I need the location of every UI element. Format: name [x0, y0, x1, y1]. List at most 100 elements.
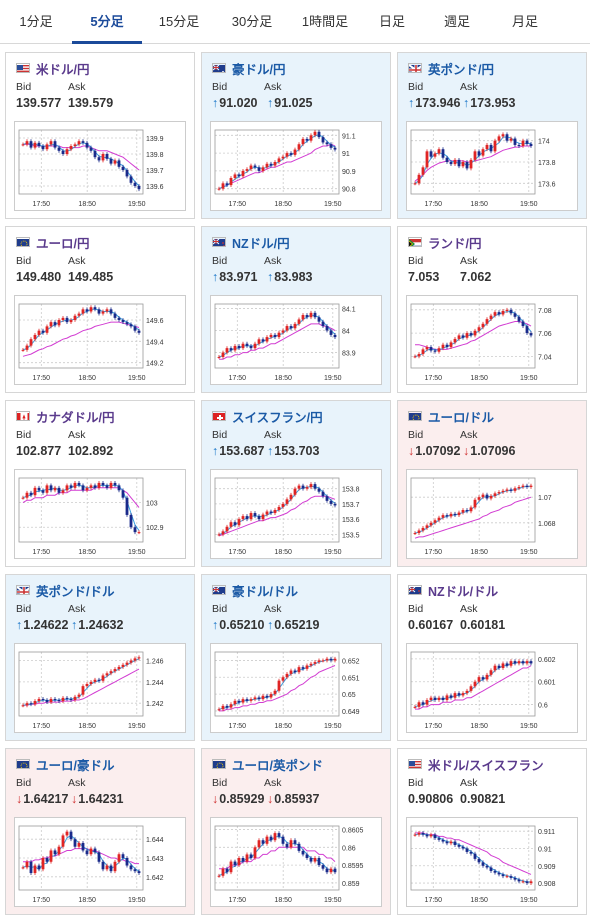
candle-body: [229, 348, 233, 351]
pair-name[interactable]: スイスフラン/円: [232, 410, 323, 425]
candle-body: [493, 312, 497, 316]
pair-title-link[interactable]: ユーロ/英ポンド: [212, 756, 323, 773]
bid-value: ↓1.64217: [16, 792, 68, 806]
candle-body: [293, 323, 297, 329]
y-tick-label: 0.649: [342, 709, 360, 716]
candle-body: [105, 485, 109, 488]
candle-body: [517, 879, 521, 882]
mini-chart: 174 173.8 173.6 17:50 18:50 19:50: [406, 121, 578, 211]
chart-svg: 139.9 139.8 139.7 139.6 17:50 18:50 19:50: [18, 129, 164, 208]
pair-title-link[interactable]: 豪ドル/円: [212, 60, 286, 77]
candle-body: [285, 153, 289, 157]
candle-body: [137, 871, 141, 874]
pair-name[interactable]: 英ポンド/円: [428, 62, 494, 77]
short-ma-line: [414, 136, 531, 184]
pair-title-link[interactable]: ユーロ/豪ドル: [16, 756, 115, 773]
pair-title-link[interactable]: 米ドル/円: [16, 60, 90, 77]
pair-title-link[interactable]: NZドル/ドル: [408, 582, 499, 599]
candle-body: [237, 519, 241, 526]
pair-name[interactable]: ユーロ/円: [36, 236, 90, 251]
pair-name[interactable]: ユーロ/豪ドル: [36, 758, 115, 773]
pair-title-link[interactable]: NZドル/円: [212, 234, 290, 251]
candle-body: [229, 522, 233, 527]
y-tick-label: 153.6: [342, 517, 360, 524]
tab-4[interactable]: 1時間足: [301, 14, 349, 29]
candle-body: [461, 162, 465, 167]
pair-title-link[interactable]: カナダドル/円: [16, 408, 115, 425]
tab-5[interactable]: 日足: [378, 14, 405, 29]
y-tick-label: 0.652: [342, 658, 360, 665]
arrow-up-icon: ↑: [212, 444, 219, 458]
pair-title-link[interactable]: 豪ドル/ドル: [212, 582, 298, 599]
pair-title-link[interactable]: ユーロ/円: [16, 234, 90, 251]
pair-title-link[interactable]: 英ポンド/円: [408, 60, 494, 77]
mini-chart: 91.1 91 90.9 90.8 17:50 18:50 19:50: [210, 121, 382, 211]
candle-body: [53, 322, 57, 326]
candle-body: [225, 348, 229, 353]
candle-body: [85, 850, 89, 855]
pair-name[interactable]: 米ドル/円: [36, 62, 90, 77]
pair-name[interactable]: NZドル/ドル: [428, 584, 499, 599]
y-tick-label: 0.651: [342, 675, 360, 682]
bid-value: ↓0.85929: [212, 792, 264, 806]
candle-body: [45, 326, 49, 333]
y-tick-label: 0.91: [538, 846, 552, 853]
x-tick-label: 17:50: [33, 723, 51, 730]
candle-body: [301, 138, 305, 145]
short-ma-line: [414, 485, 532, 534]
pair-name[interactable]: 豪ドル/円: [232, 62, 286, 77]
pair-title-link[interactable]: スイスフラン/円: [212, 408, 323, 425]
candle-body: [417, 174, 421, 184]
ma-line: [22, 321, 140, 357]
pair-name[interactable]: ユーロ/英ポンド: [232, 758, 323, 773]
bid-label: Bid: [16, 603, 32, 615]
candle-body: [301, 485, 305, 489]
tab-0[interactable]: 1分足: [19, 14, 53, 29]
tab-3[interactable]: 30分足: [231, 14, 273, 29]
candle-body: [433, 350, 437, 352]
ask-value: 149.485: [68, 270, 113, 284]
candle-body: [261, 514, 265, 520]
pair-name[interactable]: 米ドル/スイスフラン: [428, 758, 544, 773]
bid-number: 7.053: [408, 270, 440, 284]
pair-title-link[interactable]: ユーロ/ドル: [408, 408, 494, 425]
tab-2[interactable]: 15分足: [158, 14, 200, 29]
candle-body: [113, 861, 117, 872]
pair-name[interactable]: カナダドル/円: [36, 410, 115, 425]
candle-body: [241, 516, 245, 520]
candle-body: [77, 694, 81, 697]
bid-number: 91.020: [219, 96, 258, 110]
candle-body: [465, 690, 469, 694]
candle-body: [129, 865, 133, 870]
candle-body: [261, 339, 265, 342]
pair-title-link[interactable]: ランド/円: [408, 234, 482, 251]
pair-title-link[interactable]: 米ドル/スイスフラン: [408, 756, 544, 773]
pair-name[interactable]: 豪ドル/ドル: [232, 584, 298, 599]
candle-body: [449, 695, 453, 698]
candle-body: [469, 686, 473, 691]
arrow-up-icon: ↑: [267, 270, 274, 284]
tab-7[interactable]: 月足: [511, 14, 538, 29]
candle-body: [45, 858, 49, 862]
candle-body: [241, 170, 245, 177]
ma-line: [414, 496, 532, 539]
candle-body: [481, 862, 485, 866]
candle-body: [81, 309, 85, 314]
pair-name[interactable]: ランド/円: [428, 236, 482, 251]
candle-body: [121, 166, 125, 170]
candle-body: [33, 487, 37, 496]
pair-name[interactable]: 英ポンド/ドル: [36, 584, 115, 599]
candle-body: [101, 154, 105, 161]
candle-body: [437, 149, 441, 154]
candle-body: [509, 489, 513, 491]
tab-6[interactable]: 週足: [443, 14, 470, 29]
candle-body: [441, 697, 445, 700]
pair-name[interactable]: NZドル/円: [232, 236, 290, 251]
short-ma-line: [414, 661, 532, 708]
y-tick-label: 0.859: [342, 881, 360, 888]
candle-body: [321, 660, 325, 662]
tab-1[interactable]: 5分足: [72, 0, 142, 44]
pair-title-link[interactable]: 英ポンド/ドル: [16, 582, 115, 599]
pair-name[interactable]: ユーロ/ドル: [428, 410, 494, 425]
nz-flag-icon: [408, 585, 422, 595]
